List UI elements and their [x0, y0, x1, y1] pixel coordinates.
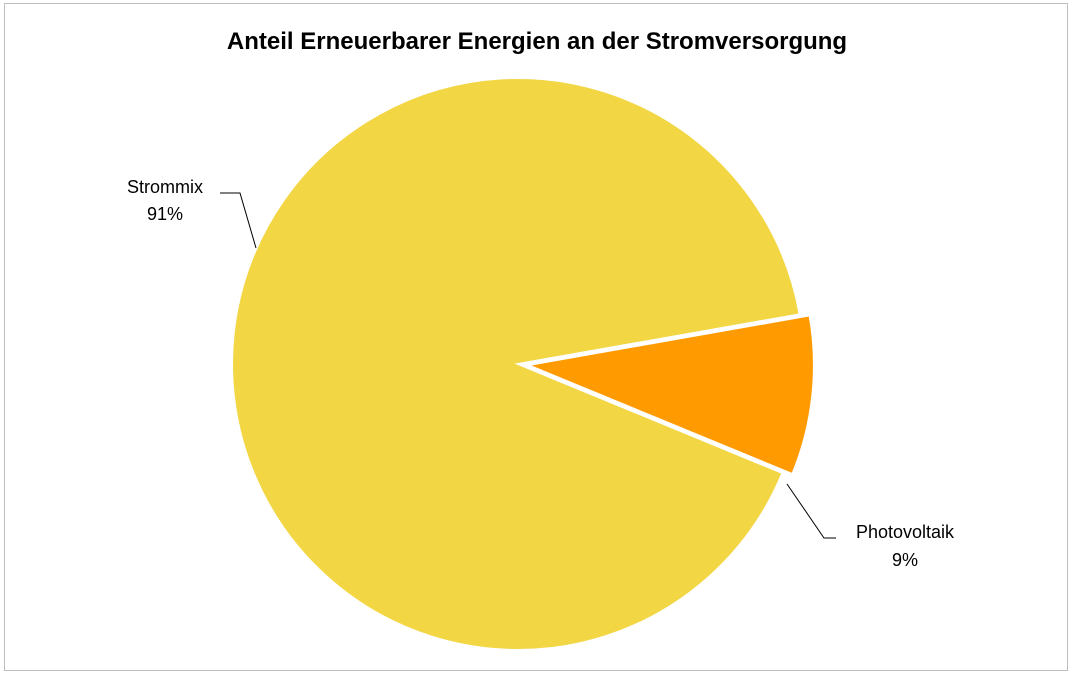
leader-line-photovoltaik	[786, 483, 836, 539]
chart-title: Anteil Erneuerbarer Energien an der Stro…	[226, 28, 848, 55]
slice-value-strommix: 91%	[147, 204, 183, 224]
slice-label-photovoltaik: Photovoltaik	[856, 522, 955, 542]
slice-value-photovoltaik: 9%	[892, 550, 918, 570]
pie-slice-strommix	[231, 77, 801, 651]
slice-label-strommix: Strommix	[127, 177, 203, 197]
leader-line-strommix	[220, 192, 257, 249]
pie-slice-photovoltaik	[524, 314, 815, 476]
